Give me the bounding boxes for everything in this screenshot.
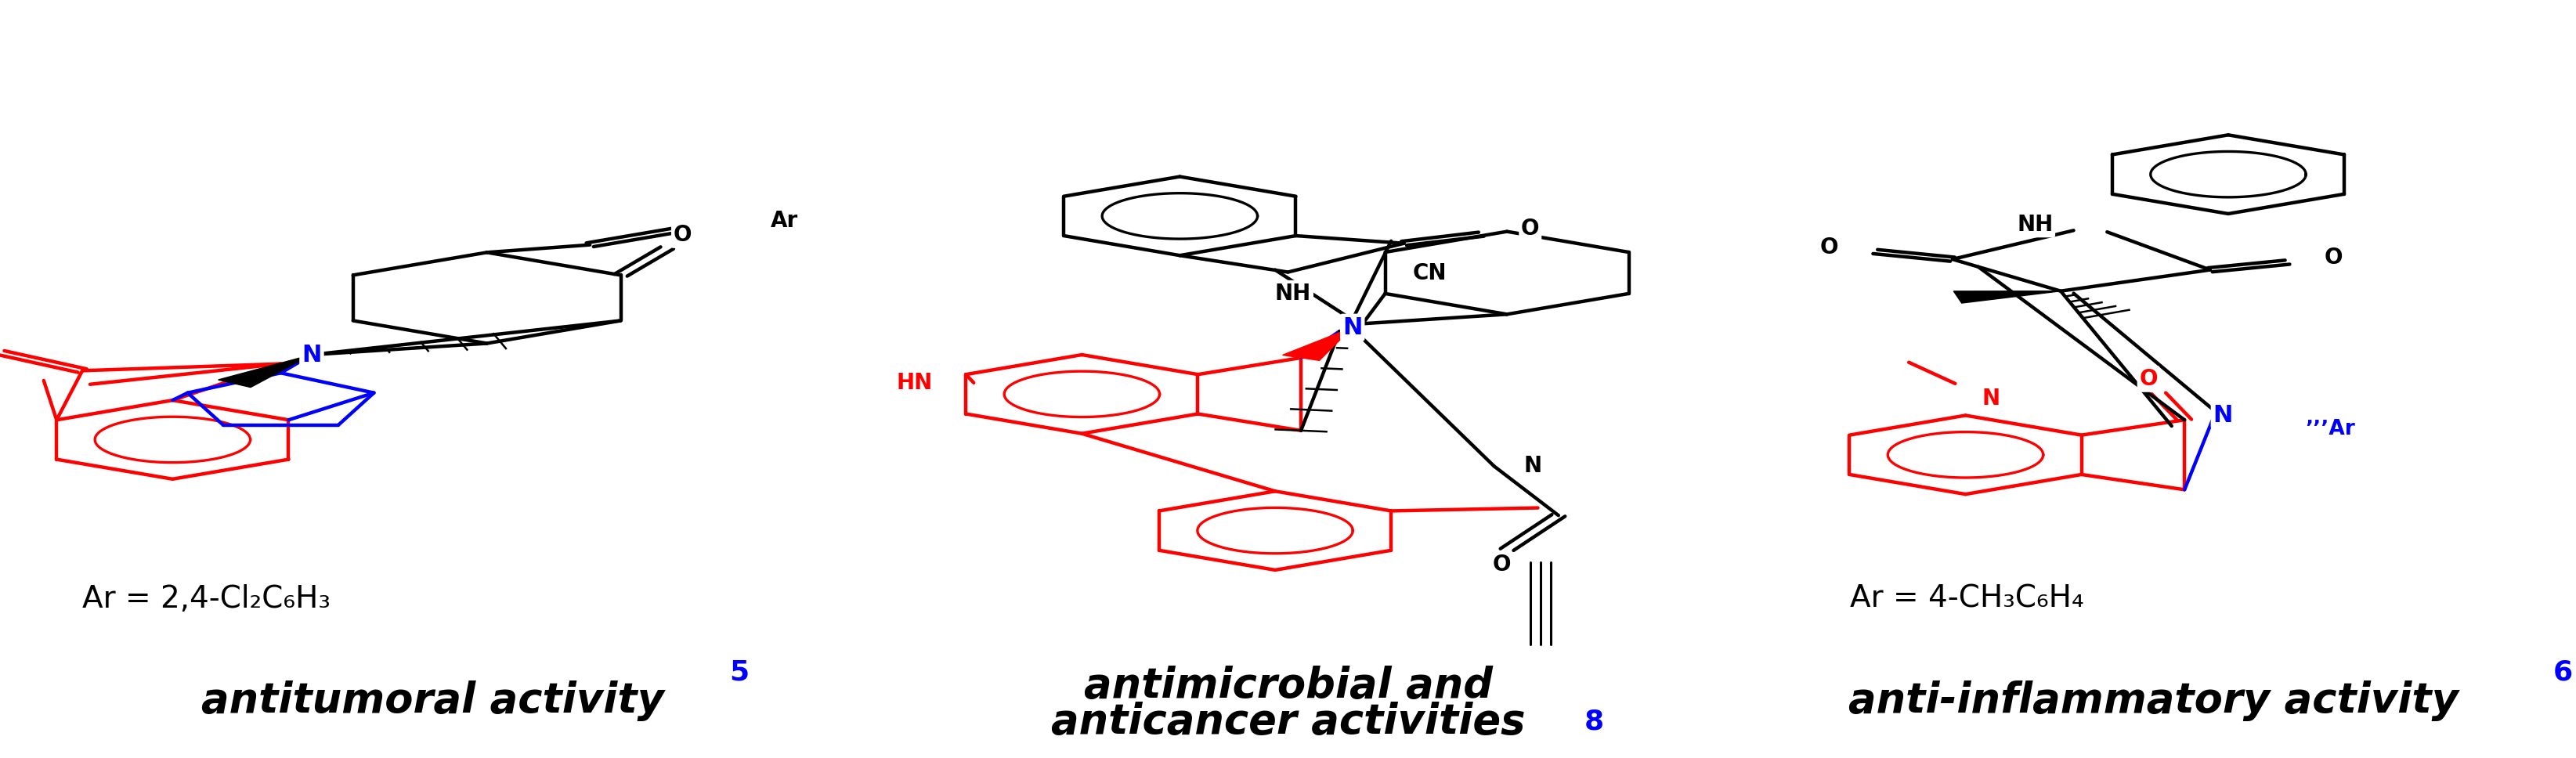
Text: N: N: [1342, 316, 1363, 339]
Text: 8: 8: [1584, 708, 1605, 735]
Text: Ar: Ar: [770, 210, 799, 231]
Polygon shape: [219, 355, 312, 387]
Text: HN: HN: [896, 372, 933, 393]
Text: NH: NH: [1275, 283, 1311, 304]
Text: O: O: [1492, 554, 1512, 575]
Text: antitumoral activity: antitumoral activity: [201, 681, 665, 722]
Text: NH: NH: [2017, 214, 2053, 235]
Text: O: O: [2324, 247, 2344, 268]
Text: O: O: [2138, 368, 2159, 390]
Text: N: N: [301, 343, 322, 366]
Text: Ar = 2,4-Cl₂C₆H₃: Ar = 2,4-Cl₂C₆H₃: [82, 584, 330, 614]
Text: anticancer activities: anticancer activities: [1051, 701, 1525, 742]
Text: N: N: [2213, 404, 2233, 427]
Text: CN: CN: [1412, 263, 1448, 284]
Polygon shape: [1953, 291, 2061, 303]
Text: O: O: [1520, 218, 1540, 240]
Text: N: N: [1981, 388, 2002, 409]
Text: 6: 6: [2553, 659, 2573, 686]
Text: O: O: [672, 224, 693, 246]
Text: ʼʼʼAr: ʼʼʼAr: [2306, 419, 2354, 439]
Text: 5: 5: [729, 659, 750, 686]
Text: N: N: [1522, 456, 1543, 477]
Text: anti-inflammatory activity: anti-inflammatory activity: [1850, 681, 2458, 722]
Text: O: O: [1819, 236, 1839, 258]
Polygon shape: [1283, 327, 1352, 361]
Text: Ar = 4-CH₃C₆H₄: Ar = 4-CH₃C₆H₄: [1850, 584, 2084, 614]
Text: antimicrobial and: antimicrobial and: [1084, 666, 1492, 706]
